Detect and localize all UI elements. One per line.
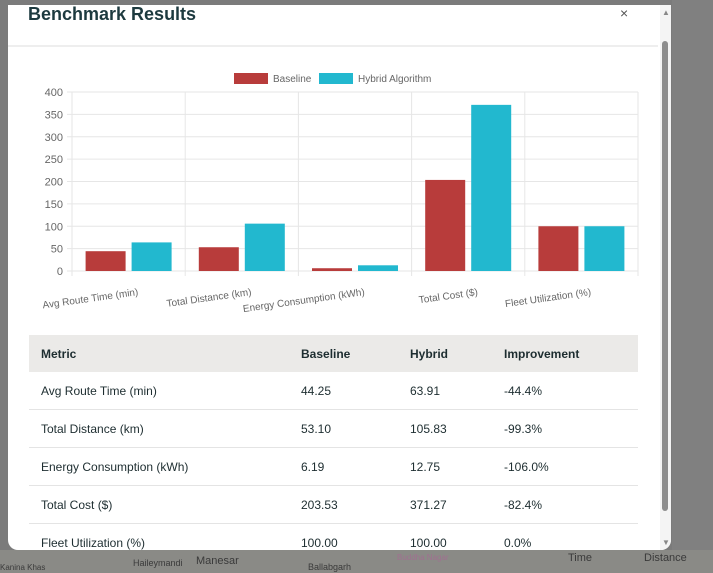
y-tick-label: 0 (57, 266, 63, 278)
bar-hybrid (584, 226, 625, 271)
hybrid-cell: 100.00 (398, 523, 492, 550)
bar-baseline (538, 226, 579, 271)
table-row: Avg Route Time (min) 44.25 63.91 -44.4% (29, 372, 638, 410)
baseline-cell: 53.10 (289, 409, 398, 448)
map-label: Ballabgarh (308, 562, 352, 572)
y-tick-label: 250 (45, 154, 63, 166)
y-tick-label: 150 (45, 199, 63, 211)
legend-label: Baseline (273, 74, 312, 85)
y-tick-label: 200 (45, 177, 63, 189)
x-tick-label: Avg Route Time (min) (42, 287, 139, 311)
scroll-up-arrow-icon[interactable]: ▲ (662, 8, 670, 17)
map-label: Haileymandi (133, 558, 183, 568)
x-tick-label: Total Cost ($) (418, 287, 478, 306)
results-table: Metric Baseline Hybrid Improvement Avg R… (29, 335, 638, 550)
bar-baseline (312, 268, 352, 271)
bar-baseline (425, 179, 466, 271)
close-button[interactable]: × (620, 5, 629, 21)
bar-baseline (85, 251, 126, 271)
x-tick-label: Fleet Utilization (%) (504, 287, 591, 310)
table-header-row: Metric Baseline Hybrid Improvement (29, 335, 638, 372)
hybrid-cell: 371.27 (398, 485, 492, 524)
column-header: Hybrid (398, 335, 492, 372)
improvement-cell: -44.4% (492, 372, 638, 410)
bar-hybrid (471, 104, 512, 271)
baseline-cell: 100.00 (289, 523, 398, 550)
bar-hybrid (244, 223, 285, 271)
legend-swatch (234, 73, 268, 84)
y-tick-label: 350 (45, 109, 63, 121)
legend-swatch (319, 73, 353, 84)
background-map (0, 550, 713, 573)
bar-hybrid (358, 265, 398, 271)
scroll-down-arrow-icon[interactable]: ▼ (662, 538, 670, 547)
table-row: Energy Consumption (kWh) 6.19 12.75 -106.0% (29, 447, 638, 486)
column-header: Metric (29, 335, 289, 372)
metric-cell: Total Cost ($) (29, 485, 289, 524)
scrollbar[interactable]: ▲ ▼ (660, 5, 671, 550)
column-header: Baseline (289, 335, 398, 372)
map-label: Kanina Khas (0, 563, 46, 572)
table-row: Total Distance (km) 53.10 105.83 -99.3% (29, 409, 638, 448)
baseline-cell: 6.19 (289, 447, 398, 486)
improvement-cell: -106.0% (492, 447, 638, 486)
hybrid-cell: 63.91 (398, 372, 492, 410)
benchmark-bar-chart: 0 50 100 150 200 250 300 350 400 Avg Route Time (… (42, 73, 639, 315)
legend-label: Hybrid Algorithm (358, 74, 431, 85)
benchmark-modal: Benchmark Results × 0 50 100 150 200 250 300 35… (8, 5, 671, 550)
baseline-cell: 44.25 (289, 372, 398, 410)
metric-cell: Avg Route Time (min) (29, 372, 289, 410)
hybrid-cell: 12.75 (398, 447, 492, 486)
y-tick-label: 300 (45, 132, 63, 144)
map-label: Buddha Nagar (397, 553, 449, 562)
hybrid-cell: 105.83 (398, 409, 492, 448)
improvement-cell: -82.4% (492, 485, 638, 524)
table-row: Fleet Utilization (%) 100.00 100.00 0.0% (29, 523, 638, 550)
y-tick-label: 50 (51, 244, 63, 256)
modal-title: Benchmark Results (28, 5, 197, 24)
metric-cell: Energy Consumption (kWh) (29, 447, 289, 486)
x-tick-label: Energy Consumption (kWh) (242, 287, 365, 315)
bar-baseline (198, 247, 239, 271)
improvement-cell: -99.3% (492, 409, 638, 448)
y-tick-label: 100 (45, 221, 63, 233)
x-tick-label: Total Distance (km) (166, 287, 252, 310)
bar-hybrid (131, 242, 172, 271)
chart-axis-label: Time (568, 552, 593, 564)
y-tick-label: 400 (45, 87, 63, 99)
improvement-cell: 0.0% (492, 523, 638, 550)
metric-cell: Fleet Utilization (%) (29, 523, 289, 550)
modal-header: Benchmark Results × (8, 5, 658, 47)
column-header: Improvement (492, 335, 638, 372)
scrollbar-thumb[interactable] (662, 41, 668, 511)
chart-axis-label: Distance (644, 552, 687, 564)
map-label: Manesar (196, 555, 239, 567)
background-panel (672, 0, 713, 573)
metric-cell: Total Distance (km) (29, 409, 289, 448)
baseline-cell: 203.53 (289, 485, 398, 524)
table-row: Total Cost ($) 203.53 371.27 -82.4% (29, 485, 638, 524)
